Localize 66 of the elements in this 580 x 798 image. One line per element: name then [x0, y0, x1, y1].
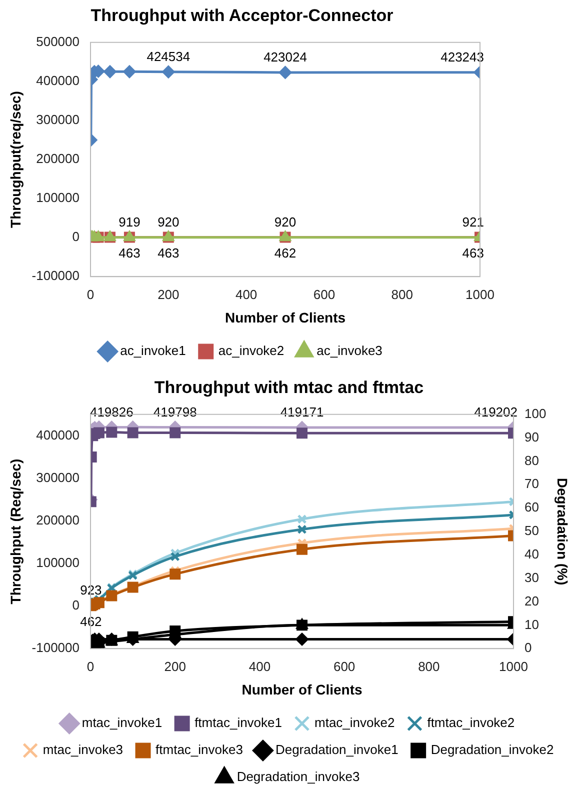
y-tick-label: 300000 — [36, 470, 80, 485]
y-tick-label: 300000 — [36, 112, 80, 128]
x-tick-label: 600 — [313, 286, 336, 302]
chart-title: Throughput with mtac and ftmtac — [154, 378, 424, 397]
y2-tick-label: 30 — [524, 570, 539, 585]
y2-tick-label: 80 — [524, 452, 539, 468]
y2-axis-title: Degradation (%) — [554, 478, 571, 586]
data-label: 920 — [158, 214, 180, 230]
x-tick-label: 1000 — [466, 286, 494, 302]
data-label: 463 — [462, 245, 484, 260]
x-tick-label: 400 — [235, 286, 258, 302]
chart-title: Throughput with Acceptor-Connector — [90, 6, 394, 25]
legend-label: ac_invoke2 — [218, 343, 284, 358]
x-tick-label: 400 — [248, 658, 271, 674]
y-tick-label: 200000 — [36, 151, 80, 166]
data-label: 462 — [274, 245, 296, 260]
data-label: 423243 — [440, 49, 484, 64]
legend-label: ftmtac_invoke2 — [427, 715, 515, 730]
legend-label: Degradation_invoke3 — [236, 769, 360, 784]
y-axis-title: Throughput(req/sec) — [7, 91, 24, 228]
x-tick-label: 200 — [158, 286, 180, 302]
data-label: 423024 — [264, 50, 307, 65]
y-tick-label: -100000 — [32, 640, 80, 656]
legend-label: mtac_invoke2 — [314, 715, 395, 730]
y-tick-label: 200000 — [36, 512, 80, 528]
data-label: 463 — [158, 245, 180, 260]
x-tick-label: 800 — [391, 286, 413, 302]
y-tick-label: 400000 — [36, 73, 80, 88]
data-label: 463 — [118, 245, 140, 260]
y-tick-label: 500000 — [36, 34, 80, 49]
y2-tick-label: 60 — [524, 500, 539, 515]
x-axis-title: Number of Clients — [224, 309, 346, 326]
y2-tick-label: 100 — [524, 406, 546, 421]
x-tick-label: 0 — [86, 286, 94, 302]
y2-tick-label: 50 — [524, 523, 539, 538]
y-tick-label: 400000 — [36, 427, 80, 442]
y2-tick-label: 40 — [524, 546, 539, 562]
x-tick-label: 800 — [418, 658, 440, 674]
legend-label: mtac_invoke1 — [82, 715, 162, 730]
legend-label: Degradation_invoke1 — [275, 742, 398, 758]
legend-label: ftmtac_invoke1 — [194, 715, 282, 730]
y-tick-label: 0 — [72, 229, 80, 244]
legend-label: mtac_invoke3 — [42, 742, 124, 758]
y-tick-label: 0 — [72, 598, 80, 613]
x-axis-title: Number of Clients — [242, 681, 362, 698]
x-tick-label: 600 — [333, 658, 356, 674]
data-label: 919 — [118, 214, 140, 230]
data-label: 424534 — [146, 48, 190, 64]
annotation: 462 — [80, 614, 102, 629]
y-tick-label: 100000 — [36, 190, 80, 206]
y2-tick-label: 0 — [524, 640, 532, 656]
legend-label: ac_invoke1 — [120, 343, 186, 358]
legend-label: Degradation_invoke2 — [430, 742, 554, 758]
legend-label: ftmtac_invoke3 — [156, 742, 243, 758]
y-axis-title: Throughput (Req/sec) — [7, 458, 24, 604]
x-tick-label: 0 — [86, 658, 94, 674]
x-tick-label: 1000 — [499, 658, 528, 674]
y-tick-label: 100000 — [36, 555, 80, 570]
x-tick-label: 200 — [164, 658, 186, 674]
y2-tick-label: 20 — [524, 593, 539, 608]
y2-tick-label: 10 — [524, 616, 539, 632]
y-tick-label: -100000 — [32, 268, 80, 284]
data-label: 920 — [274, 214, 296, 230]
y2-tick-label: 70 — [524, 476, 539, 492]
legend-label: ac_invoke3 — [316, 343, 382, 358]
y2-tick-label: 90 — [524, 429, 539, 444]
